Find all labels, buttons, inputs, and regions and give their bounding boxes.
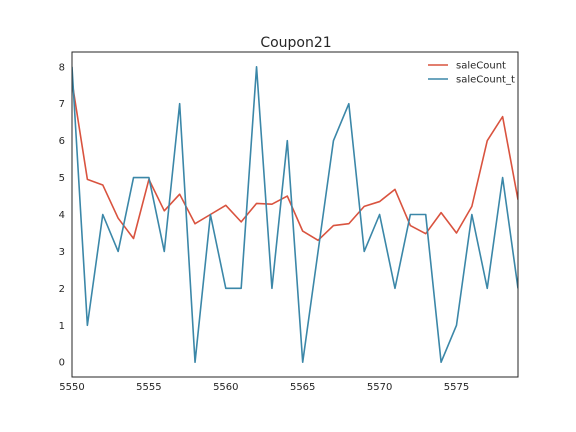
y-tick-label: 0 [59,358,65,369]
y-tick-label: 3 [59,247,65,258]
x-tick-label: 5560 [213,382,238,393]
plot-area [72,65,518,364]
y-tick-label: 6 [59,136,65,147]
x-tick-label: 5570 [367,382,392,393]
axes-ticks: 5550 5555 5560 5565 5570 5575 0 1 2 3 4 5 6 7 8 [59,62,470,393]
y-tick-label: 1 [59,321,65,332]
series-line-saleCount-t [72,65,518,364]
chart-title: Coupon21 [260,35,331,51]
legend-label: saleCount [456,61,506,72]
y-tick-label: 8 [59,62,65,73]
y-tick-label: 2 [59,284,65,295]
x-tick-label: 5555 [136,382,161,393]
x-tick-label: 5575 [444,382,469,393]
plot-frame [71,51,519,378]
y-tick-label: 5 [59,173,65,184]
x-tick-label: 5550 [59,382,84,393]
y-tick-label: 4 [59,210,65,221]
series-line-saleCount [72,81,518,242]
x-tick-label: 5565 [290,382,315,393]
legend: saleCount saleCount_t [428,61,515,86]
legend-label: saleCount_t [456,75,515,86]
y-tick-label: 7 [59,99,65,110]
